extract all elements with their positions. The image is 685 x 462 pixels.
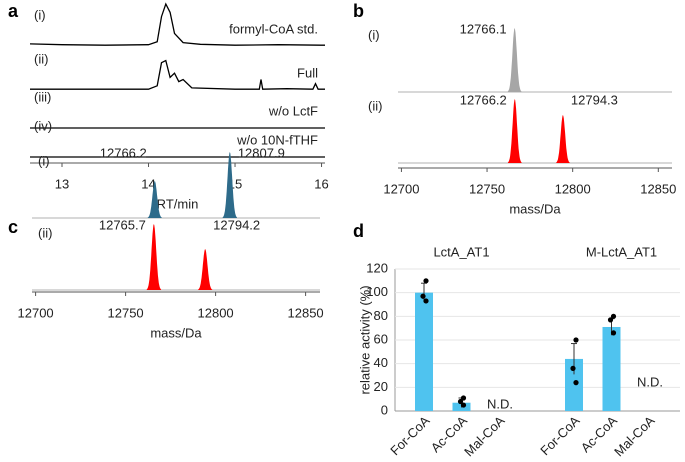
spectrum-name: (i) xyxy=(38,153,50,168)
x-tick-label: For-CoA xyxy=(537,413,583,457)
x-tick-label: 13 xyxy=(55,176,69,191)
spectrum-name: (ii) xyxy=(368,98,382,113)
peak xyxy=(507,99,522,163)
x-tick-label: 12700 xyxy=(18,305,54,320)
peak xyxy=(507,28,522,92)
trace-label: w/o 10N-fTHF xyxy=(236,132,318,147)
peak-label: 12807.9 xyxy=(238,145,285,160)
data-point xyxy=(460,395,467,401)
y-tick-label: 100 xyxy=(366,284,388,299)
y-tick-label: 40 xyxy=(374,355,388,370)
data-point xyxy=(423,298,429,304)
trace-name: (ii) xyxy=(34,51,48,66)
data-point xyxy=(457,398,464,405)
x-axis-label: mass/Da xyxy=(150,325,202,340)
data-point xyxy=(570,365,576,371)
x-tick-label: 12800 xyxy=(555,181,591,196)
data-point xyxy=(420,293,426,299)
data-point xyxy=(573,337,579,343)
peak xyxy=(147,181,162,218)
y-tick-label: 0 xyxy=(381,402,388,417)
peak-label: 12766.2 xyxy=(100,145,147,160)
peak xyxy=(146,224,162,290)
trace-label: Full xyxy=(297,65,318,80)
annotation: N.D. xyxy=(487,396,513,411)
peak xyxy=(222,152,237,218)
data-point xyxy=(460,402,467,408)
trace xyxy=(30,59,325,90)
group-title: LctA_AT1 xyxy=(433,244,489,259)
bar xyxy=(565,358,583,411)
y-tick-label: 80 xyxy=(374,308,388,323)
peak-label: 12794.3 xyxy=(571,92,618,107)
x-axis-label: mass/Da xyxy=(509,201,561,216)
panel-letter: b xyxy=(353,1,364,21)
spectrum-name: (ii) xyxy=(38,225,52,240)
x-tick-label: 14 xyxy=(141,176,155,191)
peak xyxy=(198,249,213,290)
data-point xyxy=(607,317,614,323)
trace-label: w/o LctF xyxy=(268,103,318,118)
panel-letter: a xyxy=(8,1,19,21)
peak-label: 12766.1 xyxy=(460,21,507,36)
trace-name: (iii) xyxy=(34,89,51,104)
panel-letter: d xyxy=(353,221,364,241)
trace-label: formyl-CoA std. xyxy=(229,21,318,36)
data-point xyxy=(610,313,617,319)
x-tick-label: 16 xyxy=(314,176,328,191)
peak-label: 12765.7 xyxy=(99,217,146,232)
y-tick-label: 60 xyxy=(374,331,388,346)
y-axis-label: relative activity (%) xyxy=(357,285,372,394)
trace xyxy=(29,2,325,46)
x-tick-label: 12750 xyxy=(108,305,144,320)
x-tick-label: Mal-CoA xyxy=(611,413,658,457)
data-point xyxy=(610,330,617,336)
bar xyxy=(415,292,433,411)
y-tick-label: 20 xyxy=(374,379,388,394)
peak xyxy=(556,115,570,163)
x-tick-label: Mal-CoA xyxy=(461,413,508,457)
x-tick-label: 12850 xyxy=(640,181,676,196)
annotation: N.D. xyxy=(637,374,663,389)
peak-label: 12766.2 xyxy=(460,92,507,107)
trace-name: (i) xyxy=(34,7,46,22)
data-point xyxy=(423,278,429,284)
spectrum-name: (i) xyxy=(368,27,380,42)
group-title: M-LctA_AT1 xyxy=(586,244,657,259)
trace-name: (iv) xyxy=(34,118,52,133)
y-tick-label: 120 xyxy=(366,260,388,275)
x-axis-label: RT/min xyxy=(157,196,199,211)
peak-label: 12794.2 xyxy=(213,217,260,232)
x-tick-label: 12700 xyxy=(383,181,419,196)
data-point xyxy=(573,380,579,386)
x-tick-label: 12750 xyxy=(469,181,505,196)
bar xyxy=(602,326,621,411)
x-tick-label: 12850 xyxy=(288,305,324,320)
x-tick-label: 12800 xyxy=(198,305,234,320)
x-tick-label: For-CoA xyxy=(387,413,433,457)
panel-letter: c xyxy=(8,217,18,237)
